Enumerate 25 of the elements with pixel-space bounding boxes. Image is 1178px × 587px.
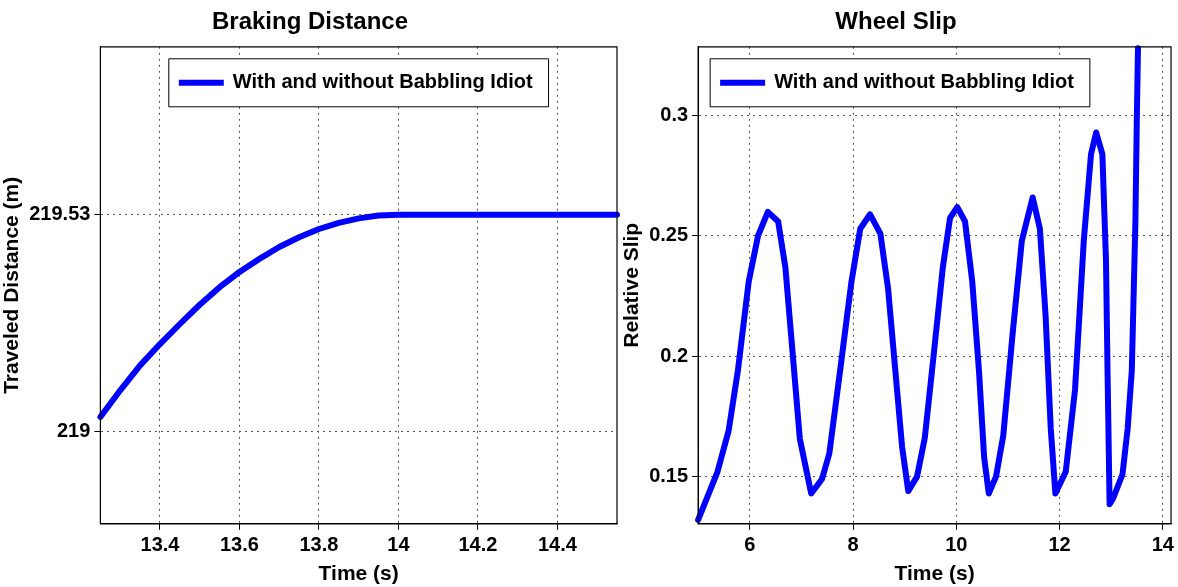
legend-label: With and without Babbling Idiot xyxy=(774,70,1075,93)
x-axis-title: Time (s) xyxy=(894,561,975,585)
y-tick-label: 0.15 xyxy=(649,464,689,487)
x-axis-title: Time (s) xyxy=(318,561,399,585)
y-tick-label: 219 xyxy=(57,419,91,442)
y-tick-label: 0.2 xyxy=(660,343,689,366)
x-tick-label: 14.4 xyxy=(537,533,578,556)
x-tick-label: 13.4 xyxy=(140,533,181,556)
y-tick-label: 0.25 xyxy=(649,223,689,246)
y-axis-title: Relative Slip xyxy=(619,222,643,348)
legend-label: With and without Babbling Idiot xyxy=(232,70,533,93)
x-tick-label: 12 xyxy=(1048,533,1071,556)
x-tick-label: 14.2 xyxy=(458,533,498,556)
y-tick-label: 219.53 xyxy=(29,202,91,225)
chart-title: Braking Distance xyxy=(211,7,409,35)
x-tick-label: 14 xyxy=(1151,533,1175,556)
x-tick-label: 6 xyxy=(744,533,756,556)
y-axis-title: Traveled Distance (m) xyxy=(0,176,23,394)
y-tick-label: 0.3 xyxy=(660,103,689,126)
x-tick-label: 13.6 xyxy=(220,533,259,556)
x-tick-label: 13.8 xyxy=(299,533,339,556)
chart-title: Wheel Slip xyxy=(835,7,957,35)
x-tick-label: 8 xyxy=(847,533,859,556)
x-tick-label: 14 xyxy=(387,533,411,556)
x-tick-label: 10 xyxy=(945,533,968,556)
